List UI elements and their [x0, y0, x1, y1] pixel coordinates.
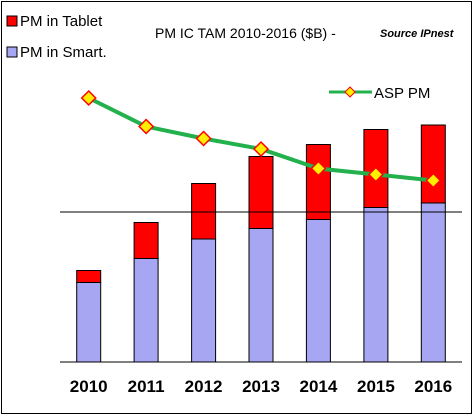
legend-label-smart: PM in Smart. — [20, 44, 107, 61]
x-tick-label: 2015 — [357, 377, 395, 396]
bar-tablet-2011 — [133, 222, 159, 259]
legend-marker-asp — [344, 86, 356, 98]
bar-tablet-2010 — [76, 270, 102, 283]
x-tick-label: 2014 — [299, 377, 337, 396]
bar-smart-2014 — [305, 219, 331, 363]
chart-title: PM IC TAM 2010-2016 ($B) - — [155, 25, 336, 41]
bar-tablet-2014 — [305, 144, 331, 220]
bar-tablet-2016 — [420, 124, 446, 204]
bar-smart-2012 — [191, 238, 217, 363]
bar-tablet-2013 — [248, 156, 274, 229]
asp-marker-2012 — [195, 130, 212, 147]
asp-marker-2014 — [310, 160, 327, 177]
x-tick-label: 2012 — [185, 377, 223, 396]
x-tick-label: 2010 — [70, 377, 108, 396]
asp-marker-2016 — [425, 172, 442, 189]
asp-line-layer — [80, 89, 442, 189]
asp-marker-2013 — [252, 140, 270, 158]
x-tick-label: 2013 — [242, 377, 280, 396]
legend-label-asp: ASP PM — [374, 85, 430, 102]
bar-smart-2015 — [363, 207, 389, 363]
chart-frame: 2010 2011 2012 2013 2014 2015 2016 PM in Table… — [1, 1, 472, 414]
bars-layer — [76, 124, 446, 363]
bar-smart-2016 — [420, 202, 446, 363]
x-tick-labels: 2010 2011 2012 2013 2014 2015 2016 — [70, 377, 452, 396]
asp-marker-2011 — [138, 118, 155, 135]
bar-smart-2010 — [76, 282, 102, 363]
x-tick-label: 2016 — [414, 377, 452, 396]
legend-label-tablet: PM in Tablet — [20, 13, 103, 30]
asp-marker-2015 — [367, 166, 384, 183]
bar-tablet-2012 — [191, 183, 217, 240]
legend-swatch-tablet — [6, 15, 18, 27]
x-tick-label: 2011 — [128, 377, 165, 396]
bar-smart-2011 — [133, 258, 159, 363]
asp-marker-2010 — [80, 89, 97, 107]
legend-swatch-smart — [6, 46, 18, 58]
source-note: Source IPnest — [380, 28, 455, 40]
bar-smart-2013 — [248, 228, 274, 363]
